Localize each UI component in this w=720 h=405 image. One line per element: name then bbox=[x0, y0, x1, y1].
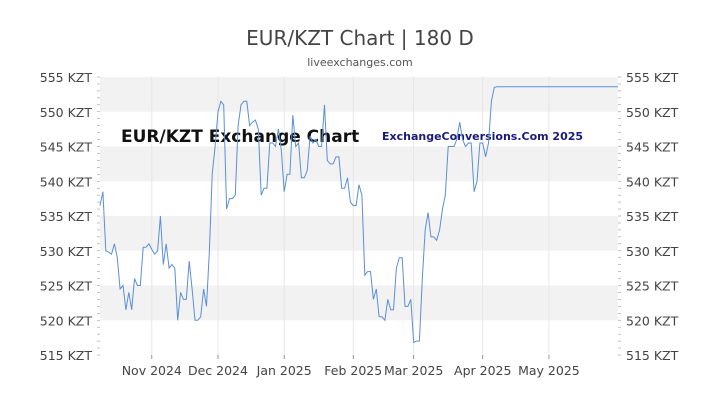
x-tick-label: Dec 2024 bbox=[188, 363, 248, 378]
y-tick-label-right: 550 KZT bbox=[626, 105, 679, 120]
y-tick-label-left: 535 KZT bbox=[40, 209, 93, 224]
grid-bands bbox=[100, 77, 618, 321]
grid-band bbox=[100, 77, 618, 112]
chart-title: EUR/KZT Chart | 180 D bbox=[246, 26, 474, 50]
y-tick-label-right: 530 KZT bbox=[626, 244, 679, 259]
y-tick-label-right: 555 KZT bbox=[626, 70, 679, 85]
x-tick-label: Jan 2025 bbox=[256, 363, 312, 378]
y-tick-label-left: 520 KZT bbox=[40, 313, 93, 328]
x-tick-label: Mar 2025 bbox=[384, 363, 443, 378]
watermark-right: ExchangeConversions.Com 2025 bbox=[382, 130, 583, 143]
y-tick-label-left: 525 KZT bbox=[40, 279, 93, 294]
y-tick-label-right: 540 KZT bbox=[626, 174, 679, 189]
x-axis-ticks: Nov 2024 Dec 2024 Jan 2025 Feb 2025 Mar 2025… bbox=[122, 77, 580, 378]
y-tick-label-left: 530 KZT bbox=[40, 244, 93, 259]
grid-band bbox=[100, 216, 618, 251]
y-tick-label-left: 555 KZT bbox=[40, 70, 93, 85]
y-tick-label-right: 520 KZT bbox=[626, 313, 679, 328]
watermark-left: EUR/KZT Exchange Chart bbox=[121, 127, 359, 147]
y-tick-label-right: 525 KZT bbox=[626, 279, 679, 294]
y-tick-label-left: 550 KZT bbox=[40, 105, 93, 120]
y-axis-left: 515 KZT 520 KZT 525 KZT 530 KZT 535 KZT 540 K… bbox=[40, 70, 100, 363]
y-tick-label-left: 540 KZT bbox=[40, 174, 93, 189]
y-axis-right: 515 KZT 520 KZT 525 KZT 530 KZT 535 KZT 540 K… bbox=[618, 70, 679, 363]
chart-subtitle: liveexchanges.com bbox=[307, 56, 413, 69]
x-tick-label: Apr 2025 bbox=[454, 363, 511, 378]
y-tick-label-right: 535 KZT bbox=[626, 209, 679, 224]
grid-band bbox=[100, 146, 618, 182]
x-tick-label: Nov 2024 bbox=[122, 363, 182, 378]
series-line bbox=[99, 86, 618, 344]
grid-band bbox=[100, 285, 618, 321]
y-tick-label-right: 515 KZT bbox=[626, 348, 679, 363]
y-tick-label-left: 545 KZT bbox=[40, 140, 93, 155]
y-tick-label-right: 545 KZT bbox=[626, 140, 679, 155]
x-tick-label: Feb 2025 bbox=[324, 363, 382, 378]
y-tick-label-left: 515 KZT bbox=[40, 348, 93, 363]
x-tick-label: May 2025 bbox=[518, 363, 580, 378]
